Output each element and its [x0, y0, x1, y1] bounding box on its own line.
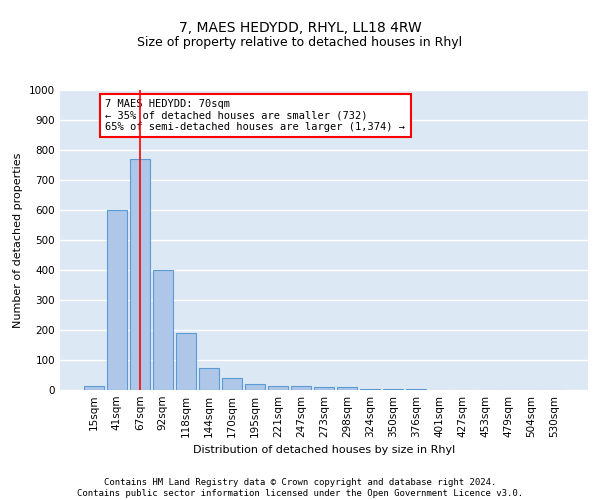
Bar — [84, 386, 104, 390]
Bar — [153, 270, 173, 390]
Bar — [222, 378, 242, 390]
Text: 7 MAES HEDYDD: 70sqm
← 35% of detached houses are smaller (732)
65% of semi-deta: 7 MAES HEDYDD: 70sqm ← 35% of detached h… — [105, 99, 405, 132]
Bar — [337, 387, 357, 390]
Bar — [291, 386, 311, 390]
Bar — [268, 386, 288, 390]
Bar — [360, 388, 380, 390]
Bar — [199, 368, 218, 390]
Bar — [176, 333, 196, 390]
Bar — [107, 210, 127, 390]
Text: 7, MAES HEDYDD, RHYL, LL18 4RW: 7, MAES HEDYDD, RHYL, LL18 4RW — [179, 20, 421, 34]
Y-axis label: Number of detached properties: Number of detached properties — [13, 152, 23, 328]
X-axis label: Distribution of detached houses by size in Rhyl: Distribution of detached houses by size … — [193, 446, 455, 456]
Bar — [130, 159, 149, 390]
Bar — [383, 389, 403, 390]
Bar — [314, 387, 334, 390]
Text: Size of property relative to detached houses in Rhyl: Size of property relative to detached ho… — [137, 36, 463, 49]
Text: Contains HM Land Registry data © Crown copyright and database right 2024.
Contai: Contains HM Land Registry data © Crown c… — [77, 478, 523, 498]
Bar — [245, 384, 265, 390]
